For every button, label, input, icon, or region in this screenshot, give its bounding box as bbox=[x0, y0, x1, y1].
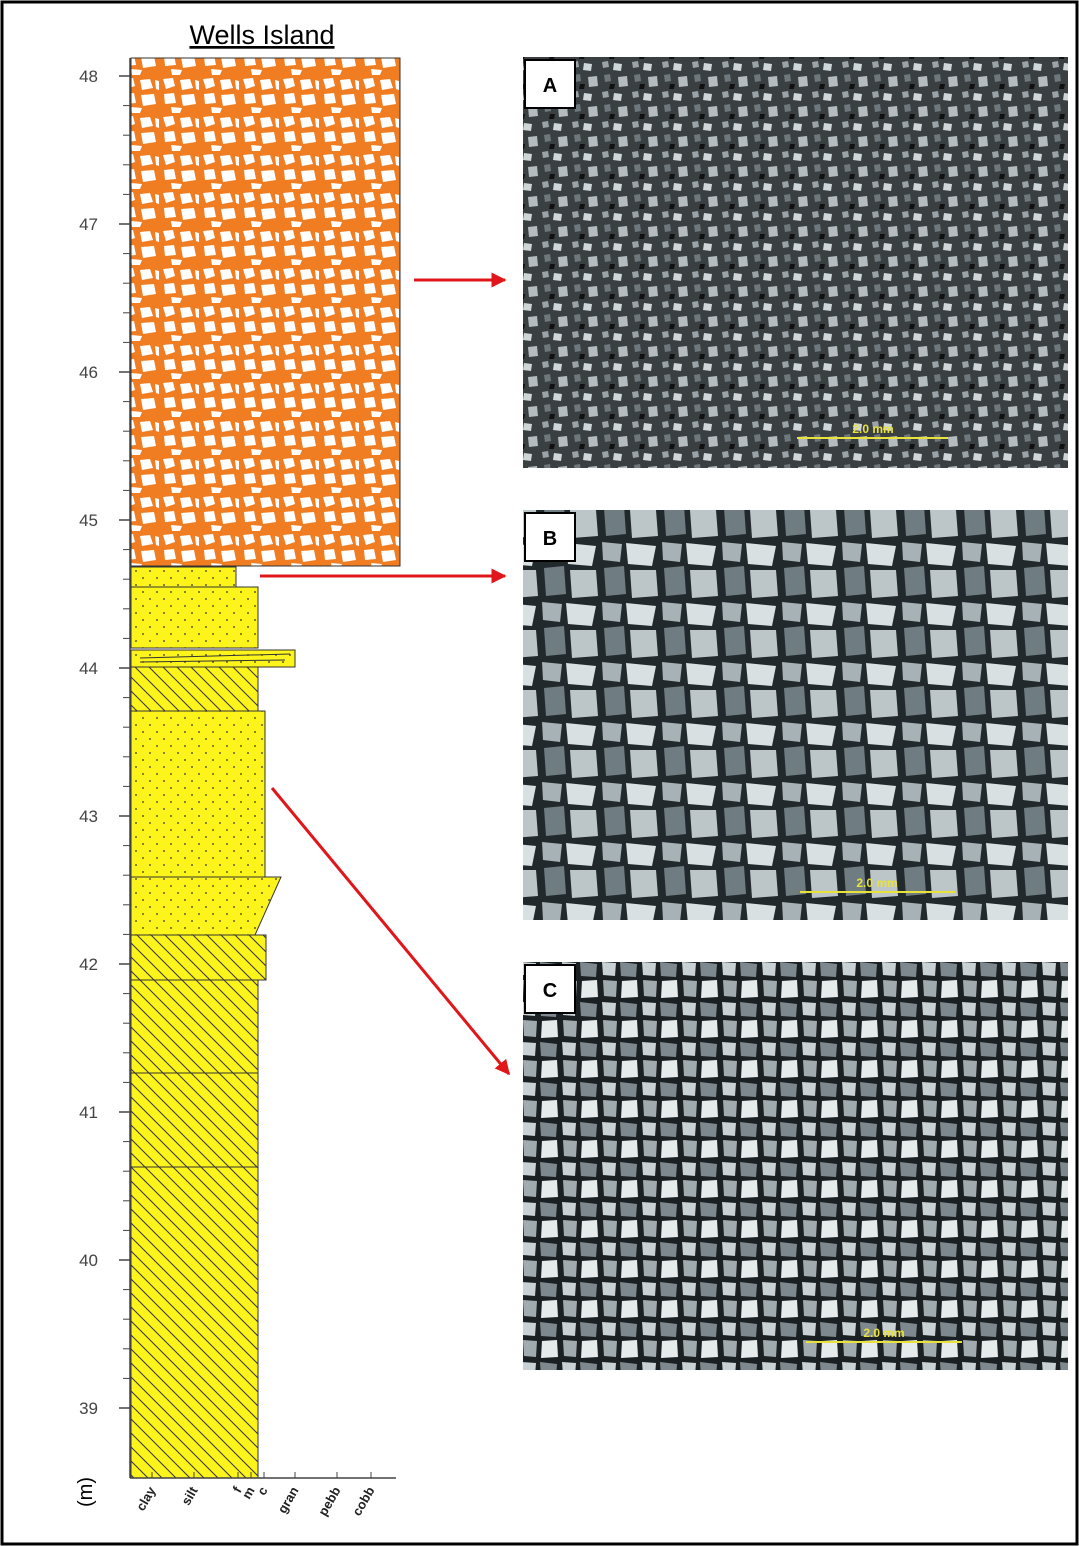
photo-image bbox=[523, 962, 1068, 1370]
depth-tick-label: 44 bbox=[79, 659, 98, 678]
photo-label: B bbox=[543, 528, 557, 550]
depth-tick-label: 43 bbox=[79, 807, 98, 826]
grain-label: pebb bbox=[315, 1484, 344, 1518]
scale-label: 2.0 mm bbox=[863, 1326, 904, 1340]
layer bbox=[131, 980, 258, 1073]
layer bbox=[131, 877, 281, 935]
layer bbox=[131, 567, 236, 587]
unit-label: (m) bbox=[75, 1477, 97, 1507]
grain-label: gran bbox=[275, 1484, 302, 1516]
photo-label: C bbox=[543, 980, 557, 1002]
layer bbox=[131, 711, 265, 877]
depth-tick-label: 40 bbox=[79, 1251, 98, 1270]
layer bbox=[131, 1073, 258, 1167]
grain-label: m bbox=[239, 1484, 258, 1502]
photo: A 2.0 mm bbox=[523, 57, 1068, 468]
depth-tick-label: 42 bbox=[79, 955, 98, 974]
depth-tick-label: 47 bbox=[79, 215, 98, 234]
scale-label: 2.0 mm bbox=[852, 422, 893, 436]
photo-label: A bbox=[543, 75, 557, 97]
layer bbox=[131, 650, 295, 667]
column bbox=[131, 58, 400, 1478]
depth-tick-label: 39 bbox=[79, 1399, 98, 1418]
layer bbox=[131, 1167, 258, 1478]
scale-label: 2.0 mm bbox=[856, 876, 897, 890]
depth-tick-label: 46 bbox=[79, 363, 98, 382]
layer bbox=[131, 935, 266, 980]
depth-tick-label: 45 bbox=[79, 511, 98, 530]
grain-label: c bbox=[254, 1484, 271, 1498]
depth-tick-label: 48 bbox=[79, 67, 98, 86]
grain-label: silt bbox=[178, 1483, 201, 1507]
grain-label: clay bbox=[133, 1483, 159, 1513]
grain-label: cobb bbox=[349, 1484, 378, 1518]
depth-tick-label: 41 bbox=[79, 1103, 98, 1122]
layer bbox=[131, 587, 258, 648]
arrow bbox=[272, 788, 509, 1074]
photo-image bbox=[523, 57, 1068, 468]
figure: Wells Island (m) 39 40 41 42 43 44 45 46 47 48 cla… bbox=[0, 0, 1079, 1546]
column-title: Wells Island bbox=[189, 20, 334, 50]
photo: B 2.0 mm bbox=[523, 510, 1068, 920]
photo: C 2.0 mm bbox=[523, 962, 1068, 1370]
layer bbox=[131, 667, 258, 713]
photo-image bbox=[523, 510, 1068, 920]
layer bbox=[131, 58, 400, 566]
